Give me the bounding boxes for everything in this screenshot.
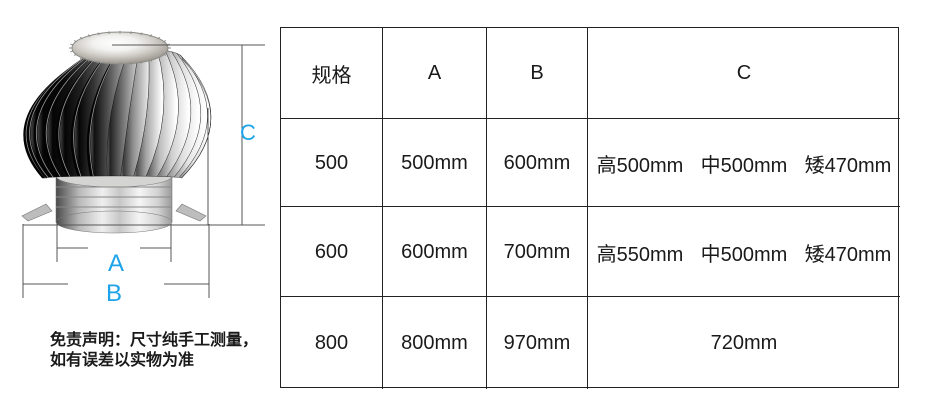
svg-text:B: B (106, 280, 122, 307)
svg-text:如有误差以实物为准: 如有误差以实物为准 (50, 350, 194, 369)
svg-text:C: C (240, 120, 256, 145)
svg-text:免责声明：尺寸纯手工测量，: 免责声明：尺寸纯手工测量， (50, 330, 258, 349)
svg-text:A: A (108, 250, 124, 277)
